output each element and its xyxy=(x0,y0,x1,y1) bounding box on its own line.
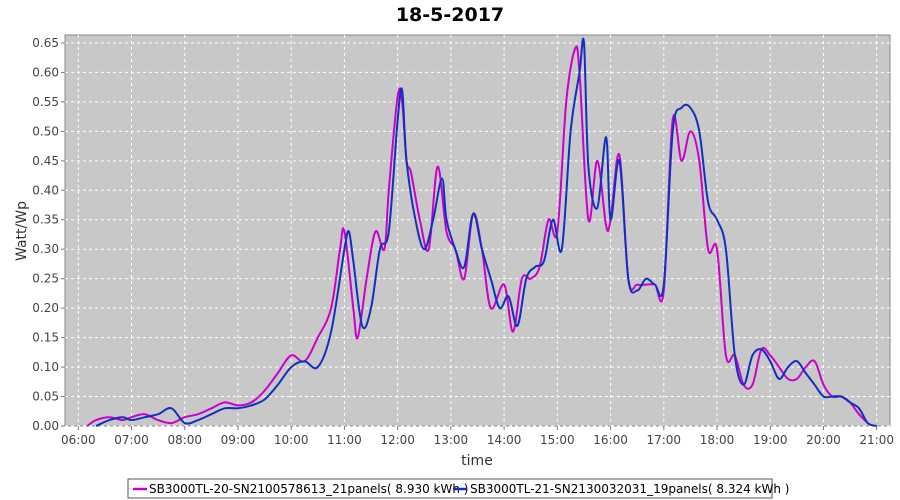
legend-label-series-1: SB3000TL-20-SN2100578613_21panels( 8.930… xyxy=(149,482,468,496)
legend-box xyxy=(127,478,773,499)
x-tick-label: 18:00 xyxy=(700,433,735,447)
x-tick-label: 11:00 xyxy=(327,433,362,447)
x-tick-label: 10:00 xyxy=(274,433,309,447)
y-tick-label: 0.20 xyxy=(32,301,59,315)
x-axis: 06:00 07:00 08:00 09:00 10:00 11:00 12:00 13:00… xyxy=(61,426,894,447)
y-tick-label: 0.55 xyxy=(32,95,59,109)
legend: SB3000TL-20-SN2100578613_21panels( 8.930… xyxy=(127,478,789,499)
series-layer xyxy=(86,37,878,427)
y-tick-label: 0.65 xyxy=(32,36,59,50)
y-tick-label: 0.10 xyxy=(32,360,59,374)
x-tick-label: 17:00 xyxy=(646,433,681,447)
x-tick-label: 06:00 xyxy=(61,433,96,447)
x-tick-label: 19:00 xyxy=(753,433,788,447)
y-tick-label: 0.50 xyxy=(32,124,59,138)
x-tick-label: 12:00 xyxy=(380,433,415,447)
x-axis-label: time xyxy=(461,453,493,469)
series-line-1 xyxy=(86,45,869,427)
x-tick-label: 13:00 xyxy=(434,433,469,447)
y-tick-label: 0.00 xyxy=(32,419,59,433)
x-tick-label: 21:00 xyxy=(859,433,894,447)
legend-label-series-2: SB3000TL-21-SN2130032031_19panels( 8.324… xyxy=(470,482,789,496)
x-tick-label: 09:00 xyxy=(221,433,256,447)
chart-title: 18-5-2017 xyxy=(396,4,504,26)
x-tick-label: 08:00 xyxy=(167,433,202,447)
y-tick-label: 0.15 xyxy=(32,331,59,345)
y-tick-label: 0.40 xyxy=(32,183,59,197)
y-tick-label: 0.45 xyxy=(32,154,59,168)
y-tick-label: 0.25 xyxy=(32,272,59,286)
x-tick-label: 15:00 xyxy=(540,433,575,447)
y-tick-label: 0.60 xyxy=(32,65,59,79)
y-tick-label: 0.30 xyxy=(32,242,59,256)
y-tick-label: 0.35 xyxy=(32,213,59,227)
x-tick-label: 16:00 xyxy=(593,433,628,447)
y-axis-label: Watt/Wp xyxy=(14,201,30,261)
x-tick-label: 20:00 xyxy=(806,433,841,447)
series-line-2 xyxy=(95,37,878,427)
x-tick-label: 07:00 xyxy=(114,433,149,447)
y-axis: 0.00 0.05 0.10 0.15 0.20 0.25 0.30 0.35 0.40 0.45… xyxy=(32,36,65,433)
y-tick-label: 0.05 xyxy=(32,390,59,404)
x-tick-label: 14:00 xyxy=(487,433,522,447)
